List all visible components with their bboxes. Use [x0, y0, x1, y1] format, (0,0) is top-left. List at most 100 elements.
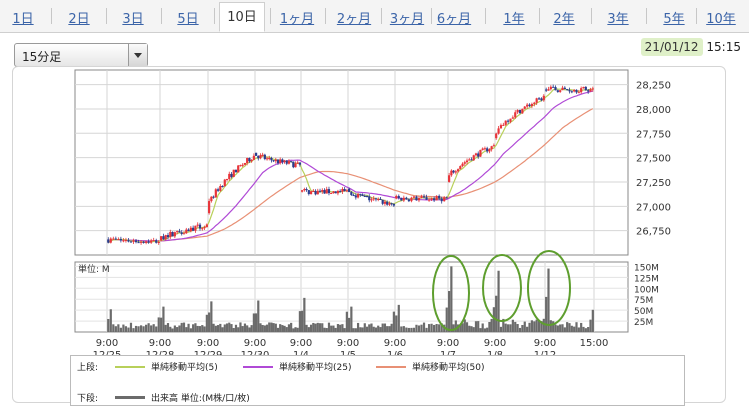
candle-body: [445, 197, 448, 199]
tab-6[interactable]: 1ヶ月: [279, 12, 315, 27]
candle-body: [547, 89, 550, 91]
volume-bar: [361, 327, 364, 332]
candle-body: [185, 229, 188, 234]
tab-10[interactable]: 1年: [503, 12, 525, 27]
tab-1[interactable]: 1日: [12, 12, 34, 27]
candle-body: [257, 155, 260, 159]
volume-bar: [483, 328, 487, 332]
candle-body: [433, 198, 436, 201]
candle-body: [225, 178, 229, 180]
candle-body: [171, 231, 174, 237]
candle-body: [377, 198, 380, 200]
volume-bar: [405, 327, 408, 332]
candle-body: [379, 198, 382, 200]
candle-body: [587, 90, 590, 92]
tab-separator: [380, 8, 382, 24]
tab-5[interactable]: 10日: [219, 2, 265, 32]
tab-separator: [539, 8, 540, 24]
tab-separator: [213, 8, 215, 24]
volume-bar: [504, 323, 507, 332]
candle-body: [164, 235, 167, 240]
volume-bar: [514, 321, 517, 332]
legend-upper-label: 上段:: [77, 363, 99, 373]
volume-bar: [185, 327, 188, 332]
volume-bar: [582, 326, 585, 332]
candle-body: [381, 199, 384, 204]
volume-bar: [392, 311, 395, 332]
candle-body: [296, 162, 299, 164]
volume-bar: [150, 325, 153, 332]
candle-body: [303, 189, 306, 191]
tab-12[interactable]: 3年: [607, 12, 629, 27]
candle-body: [189, 227, 192, 232]
volume-bar: [395, 315, 398, 332]
tab-8[interactable]: 3ヶ月: [389, 12, 425, 27]
volume-bar: [454, 320, 457, 332]
volume-bar: [422, 322, 426, 332]
candle-body: [405, 197, 408, 200]
chevron-down-icon[interactable]: [128, 44, 147, 66]
candle-body: [301, 190, 304, 192]
candle-body: [134, 240, 138, 243]
candle-body: [250, 159, 253, 162]
price-tick-label: 27,500: [636, 154, 671, 165]
volume-bar: [301, 310, 304, 332]
volume-tick-label: 25M: [634, 318, 653, 328]
candle-body: [450, 170, 453, 176]
volume-bar: [402, 326, 405, 332]
volume-bar: [290, 322, 293, 332]
candle-body: [481, 148, 484, 150]
legend-ma5: 単純移動平均(5): [151, 363, 218, 373]
candle-body: [514, 112, 517, 118]
volume-bar: [122, 324, 125, 332]
candle-body: [397, 195, 400, 199]
legend-lower-label: 下段:: [77, 394, 99, 404]
candle-body: [454, 171, 457, 173]
tab-13[interactable]: 5年: [663, 12, 685, 27]
volume-bar: [210, 301, 213, 332]
volume-bar: [359, 327, 362, 332]
candle-body: [509, 118, 512, 122]
candle-body: [201, 228, 204, 230]
price-tick-label: 27,250: [636, 178, 671, 189]
candle-body: [556, 90, 559, 92]
volume-bar: [332, 325, 335, 332]
candle-body: [552, 86, 555, 88]
tab-7[interactable]: 2ヶ月: [336, 12, 372, 27]
candle-body: [549, 86, 552, 90]
tab-3[interactable]: 3日: [122, 12, 144, 27]
candle-body: [400, 198, 403, 201]
tab-separator: [51, 8, 52, 24]
volume-bar: [390, 323, 393, 332]
candle-body: [492, 145, 495, 147]
candle-body: [343, 188, 346, 192]
volume-bar: [145, 324, 148, 332]
candle-body: [497, 128, 500, 134]
candle-body: [237, 165, 240, 173]
candle-body: [435, 195, 438, 201]
volume-bar: [468, 325, 471, 332]
candle-body: [427, 199, 431, 201]
candle-body: [363, 196, 366, 198]
candle-body: [290, 161, 293, 163]
chart-card: [12, 66, 726, 403]
volume-bar: [294, 327, 297, 332]
volume-bar: [530, 320, 534, 332]
tab-2[interactable]: 2日: [68, 12, 90, 27]
tab-4[interactable]: 5日: [177, 12, 199, 27]
candle-body: [452, 170, 455, 173]
volume-bar: [445, 307, 448, 332]
candle-body: [119, 239, 122, 241]
tab-14[interactable]: 10年: [706, 12, 736, 27]
volume-bar: [448, 291, 451, 332]
candle-body: [137, 242, 140, 244]
candle-body: [528, 104, 531, 107]
tab-11[interactable]: 2年: [553, 12, 575, 27]
volume-bar: [440, 323, 443, 332]
candle-body: [490, 146, 493, 150]
candle-body: [563, 87, 566, 90]
volume-bar: [139, 325, 143, 332]
tab-9[interactable]: 6ヶ月: [436, 12, 472, 27]
candle-body: [521, 108, 524, 114]
interval-select[interactable]: 15分足: [14, 43, 148, 67]
